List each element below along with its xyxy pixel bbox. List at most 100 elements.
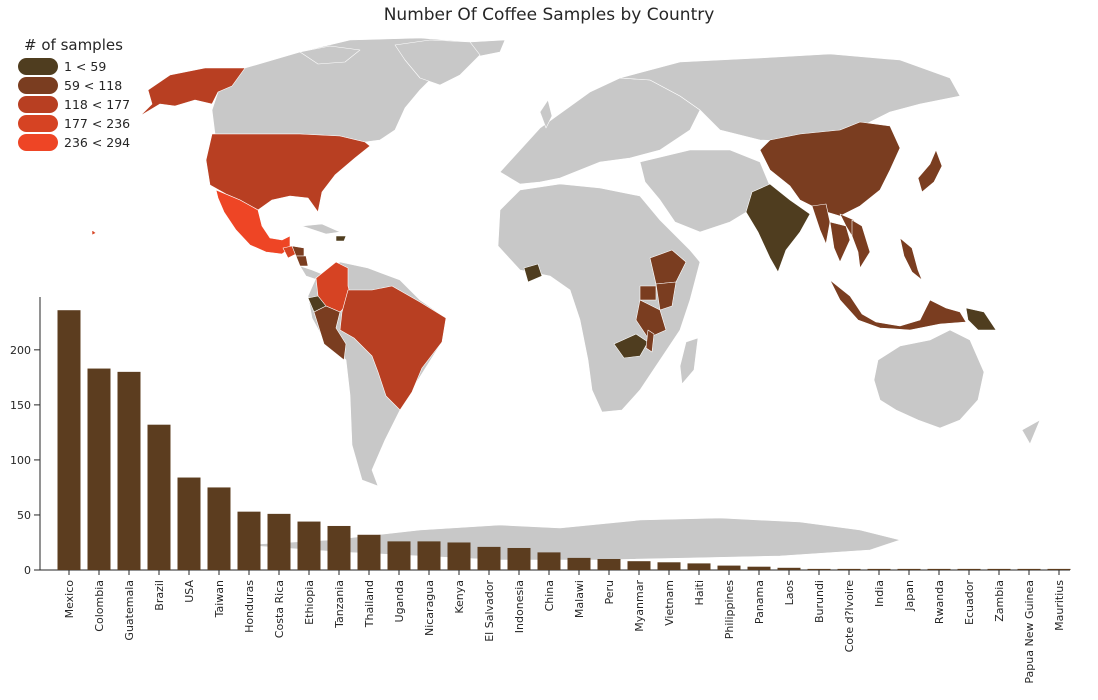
x-tick-label: Laos <box>783 580 796 606</box>
legend-item: 236 < 294 <box>18 133 130 152</box>
legend: # of samples 1 < 59 59 < 118 118 < 177 1… <box>18 36 130 152</box>
land-africa <box>497 183 701 413</box>
bar-el-salvador <box>477 546 501 570</box>
bar-rwanda <box>927 568 951 570</box>
bar-ecuador <box>957 568 981 570</box>
x-tick-label: Burundi <box>813 580 826 623</box>
land-myanmar <box>811 203 831 245</box>
land-usa <box>205 133 371 213</box>
bar-laos <box>777 567 801 570</box>
land-hawaii <box>91 229 97 236</box>
x-tick-label: Thailand <box>363 580 376 628</box>
legend-swatch <box>18 77 58 94</box>
y-tick-label: 150 <box>10 399 31 412</box>
land-japan <box>917 149 943 193</box>
legend-item: 59 < 118 <box>18 76 130 95</box>
x-tick-label: El Salvador <box>483 580 496 642</box>
x-tick-label: Honduras <box>243 580 256 633</box>
land-new-zealand <box>1021 419 1041 445</box>
land-australia <box>873 329 985 429</box>
y-tick-label: 100 <box>10 454 31 467</box>
x-tick-label: Guatemala <box>123 580 136 641</box>
bar-papua-new-guinea <box>1017 568 1041 570</box>
bar-peru <box>597 558 621 570</box>
land-india <box>745 183 811 273</box>
bar-honduras <box>237 511 261 570</box>
land-philippines <box>899 237 923 281</box>
land-uganda <box>639 285 657 301</box>
x-tick-label: Mauritius <box>1053 580 1066 631</box>
bar-uganda <box>387 541 411 570</box>
x-tick-label: Ecuador <box>963 580 976 625</box>
legend-label: 1 < 59 <box>64 59 107 74</box>
land-zambia <box>613 333 649 359</box>
bar-china <box>537 552 561 570</box>
x-tick-label: Zambia <box>993 580 1006 622</box>
land-middle-east <box>639 149 771 233</box>
bar-ethiopia <box>297 521 321 570</box>
bar-myanmar <box>627 561 651 570</box>
x-tick-label: Ethiopia <box>303 580 316 625</box>
land-cote-divoire <box>523 263 543 283</box>
y-ticks: 0 50 100 150 200 <box>10 344 40 577</box>
land-kenya <box>655 281 677 311</box>
land-arctic-islands <box>299 45 361 65</box>
x-tick-label: Myanmar <box>633 580 646 632</box>
x-tick-label: Tanzania <box>333 580 346 629</box>
bar-taiwan <box>207 487 231 570</box>
bars <box>57 310 1071 570</box>
x-ticks: Mexico Colombia Guatemala Brazil USA Taiwan Ho… <box>63 570 1066 684</box>
bar-thailand <box>357 534 381 570</box>
land-papua-new-guinea <box>965 307 997 331</box>
land-indonesia <box>829 279 967 331</box>
land-thailand <box>829 221 851 263</box>
bar-vietnam <box>657 562 681 570</box>
x-tick-label: Brazil <box>153 580 166 611</box>
y-tick-label: 50 <box>17 509 31 522</box>
legend-label: 118 < 177 <box>64 97 131 112</box>
bar-malawi <box>567 557 591 570</box>
legend-label: 236 < 294 <box>64 135 131 150</box>
bar-kenya <box>447 542 471 570</box>
land-madagascar <box>679 337 699 385</box>
land-europe <box>499 77 701 185</box>
land-greenland <box>394 39 481 86</box>
y-tick-label: 200 <box>10 344 31 357</box>
bar-japan <box>897 568 921 570</box>
x-tick-label: Kenya <box>453 580 466 614</box>
x-tick-label: Panama <box>753 580 766 624</box>
x-tick-label: Rwanda <box>933 580 946 624</box>
x-tick-label: Indonesia <box>513 580 526 633</box>
bar-cote-d-ivoire <box>837 568 861 570</box>
x-tick-label: Malawi <box>573 580 586 618</box>
x-tick-label: China <box>543 580 556 611</box>
x-tick-label: USA <box>183 580 196 603</box>
bar-zambia <box>987 568 1011 570</box>
x-tick-label: Colombia <box>93 580 106 632</box>
bar-panama <box>747 566 771 570</box>
world-map <box>91 37 1041 561</box>
chart-title: Number Of Coffee Samples by Country <box>383 5 715 25</box>
bar-haiti <box>687 563 711 570</box>
legend-item: 177 < 236 <box>18 114 130 133</box>
legend-swatch <box>18 134 58 151</box>
x-tick-label: Haiti <box>693 580 706 605</box>
land-cuba <box>301 223 341 235</box>
legend-label: 59 < 118 <box>64 78 123 93</box>
legend-item: 1 < 59 <box>18 57 130 76</box>
legend-swatch <box>18 58 58 75</box>
x-tick-label: Costa Rica <box>273 580 286 638</box>
x-tick-label: Taiwan <box>213 580 226 618</box>
bar-philippines <box>717 565 741 570</box>
land-ethiopia <box>649 249 687 285</box>
x-tick-label: Cote d?Ivoire <box>843 580 856 653</box>
land-vietnam <box>851 219 871 269</box>
bar-usa <box>177 477 201 570</box>
legend-swatch <box>18 96 58 113</box>
x-tick-label: India <box>873 580 886 607</box>
land-peru <box>313 305 347 361</box>
x-tick-label: Japan <box>903 580 916 612</box>
bar-burundi <box>807 568 831 570</box>
bar-costa-rica <box>267 513 291 570</box>
